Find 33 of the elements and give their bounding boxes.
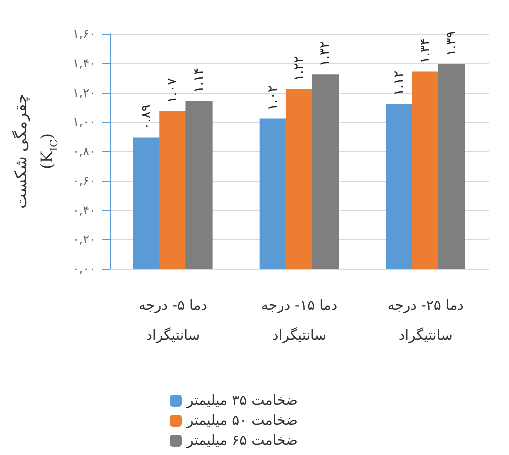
x-tick-label: دما ۲۵- درجه سانتیگراد <box>388 298 464 344</box>
x-tick-label: دما ۱۵- درجه سانتیگراد <box>261 298 338 344</box>
y-tick-label: ۱,۶۰ <box>72 27 96 41</box>
y-tick-label: ۰,۸۰ <box>72 144 96 158</box>
data-label: ۰.۸۹ <box>140 104 155 130</box>
data-label: ۱.۱۴ <box>192 68 207 94</box>
data-label: ۱.۰۲ <box>266 86 281 111</box>
bar <box>438 64 466 270</box>
y-tick-label: ۱,۰۰ <box>72 115 96 130</box>
y-tick-label: ۰,۰۰ <box>72 262 96 276</box>
data-label: ۱.۳۹ <box>444 31 460 56</box>
data-label: ۱.۲۲ <box>292 56 307 82</box>
y-tick-label: ۰,۴۰ <box>72 203 96 218</box>
bar <box>286 89 314 270</box>
data-label: ۱.۳۲ <box>318 42 334 67</box>
data-label: ۱.۳۴ <box>418 38 434 64</box>
y-tick-label: ۰,۶۰ <box>72 174 96 188</box>
y-tick-label: ۱,۲۰ <box>72 86 96 100</box>
bar <box>312 74 340 270</box>
bar <box>260 118 287 270</box>
data-label: ۱.۰۷ <box>166 78 181 104</box>
legend-label: ضخامت ۵۰ میلیمتر <box>186 413 298 429</box>
y-tick-label: ۰,۲۰ <box>72 232 96 247</box>
bar <box>386 104 414 270</box>
y-tick-label: ۱,۴۰ <box>72 56 96 70</box>
bar <box>412 72 440 270</box>
legend-label: ضخامت ۶۵ میلیمتر <box>186 433 298 449</box>
bar <box>186 101 213 270</box>
bar <box>160 111 187 270</box>
legend-label: ضخامت ۳۵ میلیمتر <box>186 393 298 409</box>
x-tick-label: دما ۵- درجه سانتیگراد <box>138 298 208 344</box>
bar <box>134 138 161 270</box>
data-label: ۱.۱۲ <box>392 70 408 96</box>
